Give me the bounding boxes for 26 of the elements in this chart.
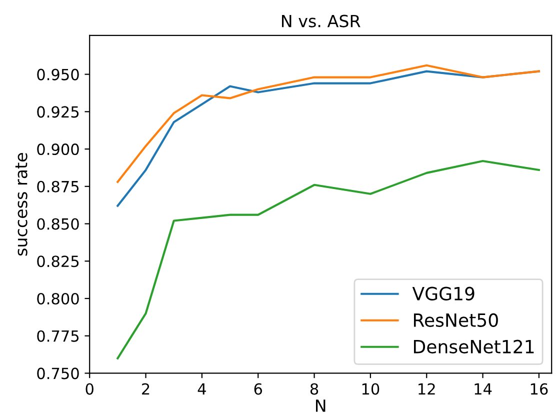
x-axis-title: N [316,400,326,412]
x-tick-label: 14 [474,383,492,395]
legend-label: ResNet50 [414,313,498,327]
legend-label: DenseNet121 [414,340,534,354]
y-tick-label: 0.950 [37,68,79,80]
y-tick-label: 0.825 [37,256,79,268]
y-tick-label: 0.925 [37,106,79,118]
y-tick-label: 0.800 [37,292,79,305]
x-tick-label: 4 [198,383,206,395]
x-tick-label: 0 [86,383,94,395]
y-tick-label: 0.850 [37,218,79,230]
x-tick-label: 12 [418,383,435,395]
line-series [116,64,540,183]
chart-title: N vs. ASR [282,14,360,28]
y-tick-label: 0.900 [37,143,79,156]
legend-label: VGG19 [412,286,474,300]
y-axis-title: success rate [15,153,28,256]
y-tick-label: 0.875 [37,180,79,192]
x-tick-label: 8 [310,383,318,395]
y-tick-label: 0.775 [37,330,79,342]
x-tick-label: 16 [530,383,548,395]
x-tick-label: 6 [254,383,262,395]
x-tick-label: 10 [362,383,380,395]
line-series [116,160,540,360]
x-tick-label: 2 [142,383,150,395]
y-tick-label: 0.750 [37,368,79,380]
